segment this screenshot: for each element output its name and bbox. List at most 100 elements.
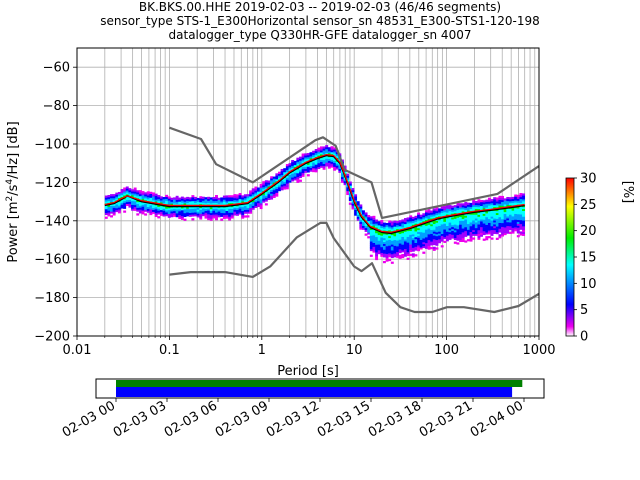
histogram-cell [506, 198, 510, 202]
histogram-cell [327, 166, 331, 169]
histogram-cell [461, 218, 465, 221]
histogram-cell [424, 240, 428, 244]
histogram-cell [390, 252, 394, 255]
histogram-cell [464, 230, 468, 234]
histogram-cell [493, 212, 497, 215]
histogram-cell [417, 220, 421, 223]
histogram-cell [480, 205, 483, 208]
histogram-cell [490, 218, 494, 221]
histogram-cell [406, 232, 410, 235]
histogram-cell [275, 190, 279, 193]
histogram-cell [304, 164, 308, 168]
histogram-cell [495, 205, 499, 208]
histogram-cell [498, 215, 502, 218]
histogram-cell [503, 219, 507, 222]
histogram-cell [194, 210, 197, 213]
histogram-cell [411, 245, 415, 248]
histogram-cell [440, 218, 444, 221]
histogram-cell [403, 239, 407, 242]
histogram-cell [380, 244, 384, 248]
histogram-cell [162, 210, 166, 213]
histogram-cell [131, 195, 134, 198]
histogram-cell [430, 216, 434, 219]
histogram-cell [207, 208, 211, 211]
histogram-cell [511, 219, 515, 223]
histogram-cell [209, 210, 213, 214]
histogram-cell [487, 199, 491, 202]
histogram-cell [440, 227, 444, 231]
histogram-cell [375, 238, 379, 241]
histogram-cell [285, 167, 289, 171]
histogram-cell [472, 201, 476, 204]
histogram-cell [501, 203, 504, 206]
histogram-cell [508, 201, 512, 204]
histogram-cell [280, 182, 284, 185]
histogram-cell [403, 248, 407, 251]
histogram-cell [222, 216, 226, 219]
histogram-cell [430, 231, 434, 234]
histogram-cell [335, 167, 339, 170]
histogram-cell [217, 213, 221, 216]
histogram-cell [443, 229, 447, 232]
histogram-cell [440, 245, 444, 248]
histogram-cell [222, 203, 226, 206]
histogram-cell [466, 225, 470, 228]
histogram-cell [228, 195, 232, 198]
histogram-cell [112, 196, 116, 199]
histogram-cell [149, 207, 153, 210]
histogram-cell [272, 193, 276, 197]
histogram-cell [501, 224, 504, 227]
histogram-cell [356, 205, 360, 208]
histogram-cell [285, 183, 289, 186]
histogram-cell [477, 222, 481, 225]
histogram-cell [456, 234, 460, 237]
histogram-cell [403, 218, 407, 221]
colorbar [565, 177, 575, 337]
histogram-cell [314, 152, 318, 156]
histogram-cell [453, 237, 457, 240]
histogram-cell [180, 211, 184, 215]
histogram-cell [233, 213, 237, 216]
histogram-cell [220, 208, 224, 212]
histogram-cell [516, 210, 520, 213]
histogram-cell [115, 194, 119, 197]
histogram-cell [115, 198, 119, 201]
histogram-cell [141, 192, 145, 196]
histogram-cell [516, 208, 520, 211]
histogram-cell [333, 151, 337, 154]
histogram-cell [388, 226, 392, 229]
histogram-cell [440, 233, 444, 236]
histogram-cell [435, 222, 439, 225]
histogram-cell [314, 168, 318, 171]
histogram-cell [254, 198, 258, 201]
histogram-cell [393, 241, 397, 244]
histogram-cell [120, 200, 124, 203]
histogram-cell [519, 227, 523, 230]
histogram-cell [125, 186, 129, 189]
histogram-cell [236, 205, 239, 209]
histogram-cell [506, 221, 510, 225]
histogram-cell [125, 190, 129, 193]
histogram-cell [432, 235, 436, 238]
histogram-cell [191, 198, 195, 202]
histogram-cell [393, 243, 397, 246]
histogram-cell [104, 212, 108, 216]
histogram-cell [186, 200, 190, 203]
histogram-cell [204, 214, 208, 217]
histogram-cell [215, 218, 218, 221]
histogram-cell [498, 195, 502, 199]
histogram-cell [115, 196, 119, 199]
histogram-cell [157, 206, 161, 209]
histogram-cell [419, 241, 423, 244]
histogram-cell [522, 231, 525, 235]
histogram-cell [406, 217, 410, 220]
histogram-cell [249, 190, 253, 193]
histogram-cell [451, 226, 455, 230]
histogram-cell [199, 200, 203, 203]
histogram-cell [508, 224, 512, 227]
histogram-cell [380, 248, 384, 252]
histogram-cell [175, 213, 179, 216]
histogram-cell [191, 208, 195, 211]
histogram-cell [409, 236, 413, 239]
plot-frame [76, 47, 540, 337]
